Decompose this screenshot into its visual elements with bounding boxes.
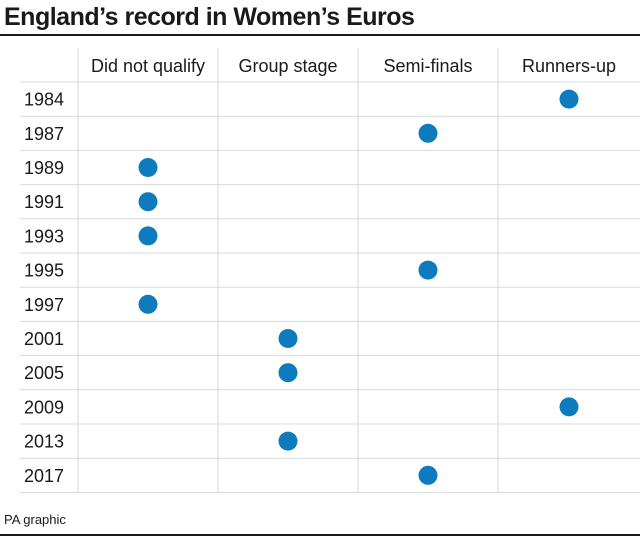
bottom-rule	[0, 534, 640, 536]
result-dot-1995	[418, 260, 438, 280]
row-label-1987: 1987	[24, 124, 64, 144]
credit-text: PA graphic	[4, 512, 66, 527]
row-label-1989: 1989	[24, 158, 64, 178]
result-dot-1993	[138, 226, 158, 246]
row-label-1991: 1991	[24, 192, 64, 212]
column-header-group-stage: Group stage	[238, 56, 337, 76]
column-header-semi-finals: Semi-finals	[383, 56, 472, 76]
result-dot-2013	[278, 431, 298, 451]
column-header-runners-up: Runners-up	[522, 56, 616, 76]
row-label-2001: 2001	[24, 329, 64, 349]
row-label-1984: 1984	[24, 90, 64, 110]
result-dot-1991	[138, 192, 158, 212]
result-dot-2005	[278, 363, 298, 383]
row-label-1993: 1993	[24, 226, 64, 246]
result-dot-2017	[418, 465, 438, 485]
row-label-1995: 1995	[24, 261, 64, 281]
chart-title: England’s record in Women’s Euros	[4, 3, 415, 31]
row-label-1997: 1997	[24, 295, 64, 315]
row-label-2013: 2013	[24, 432, 64, 452]
result-dot-1997	[138, 294, 158, 314]
result-dot-2001	[278, 329, 298, 348]
top-rule	[0, 34, 640, 36]
result-dot-1984	[559, 89, 579, 109]
row-label-2009: 2009	[24, 397, 64, 417]
result-dot-2009	[559, 397, 579, 417]
row-label-2017: 2017	[24, 466, 64, 486]
result-dot-1987	[418, 123, 438, 143]
column-header-did-not-qualify: Did not qualify	[91, 56, 205, 76]
result-dot-1989	[138, 158, 158, 177]
row-label-2005: 2005	[24, 363, 64, 383]
